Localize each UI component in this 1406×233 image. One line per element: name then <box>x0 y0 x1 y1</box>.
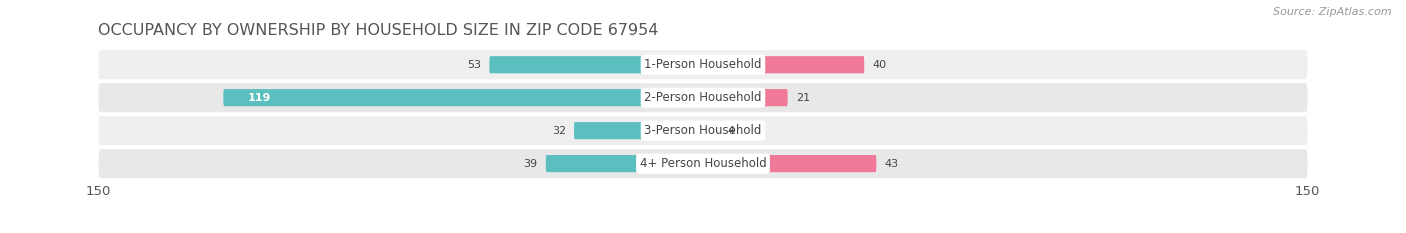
FancyBboxPatch shape <box>224 89 703 106</box>
FancyBboxPatch shape <box>703 56 865 73</box>
FancyBboxPatch shape <box>98 50 1308 79</box>
Text: 3-Person Household: 3-Person Household <box>644 124 762 137</box>
FancyBboxPatch shape <box>546 155 703 172</box>
FancyBboxPatch shape <box>574 122 703 139</box>
FancyBboxPatch shape <box>703 89 787 106</box>
FancyBboxPatch shape <box>98 116 1308 145</box>
Text: 39: 39 <box>523 159 537 169</box>
Text: 40: 40 <box>872 60 886 70</box>
Text: 53: 53 <box>467 60 481 70</box>
FancyBboxPatch shape <box>489 56 703 73</box>
Text: 4: 4 <box>727 126 734 136</box>
Text: Source: ZipAtlas.com: Source: ZipAtlas.com <box>1274 7 1392 17</box>
Text: 21: 21 <box>796 93 810 103</box>
Text: 4+ Person Household: 4+ Person Household <box>640 157 766 170</box>
FancyBboxPatch shape <box>98 83 1308 112</box>
Text: 32: 32 <box>551 126 567 136</box>
Text: 43: 43 <box>884 159 898 169</box>
Text: 119: 119 <box>247 93 271 103</box>
FancyBboxPatch shape <box>703 122 718 139</box>
FancyBboxPatch shape <box>98 149 1308 178</box>
FancyBboxPatch shape <box>703 155 876 172</box>
Text: 2-Person Household: 2-Person Household <box>644 91 762 104</box>
Text: 1-Person Household: 1-Person Household <box>644 58 762 71</box>
Text: OCCUPANCY BY OWNERSHIP BY HOUSEHOLD SIZE IN ZIP CODE 67954: OCCUPANCY BY OWNERSHIP BY HOUSEHOLD SIZE… <box>98 24 659 38</box>
